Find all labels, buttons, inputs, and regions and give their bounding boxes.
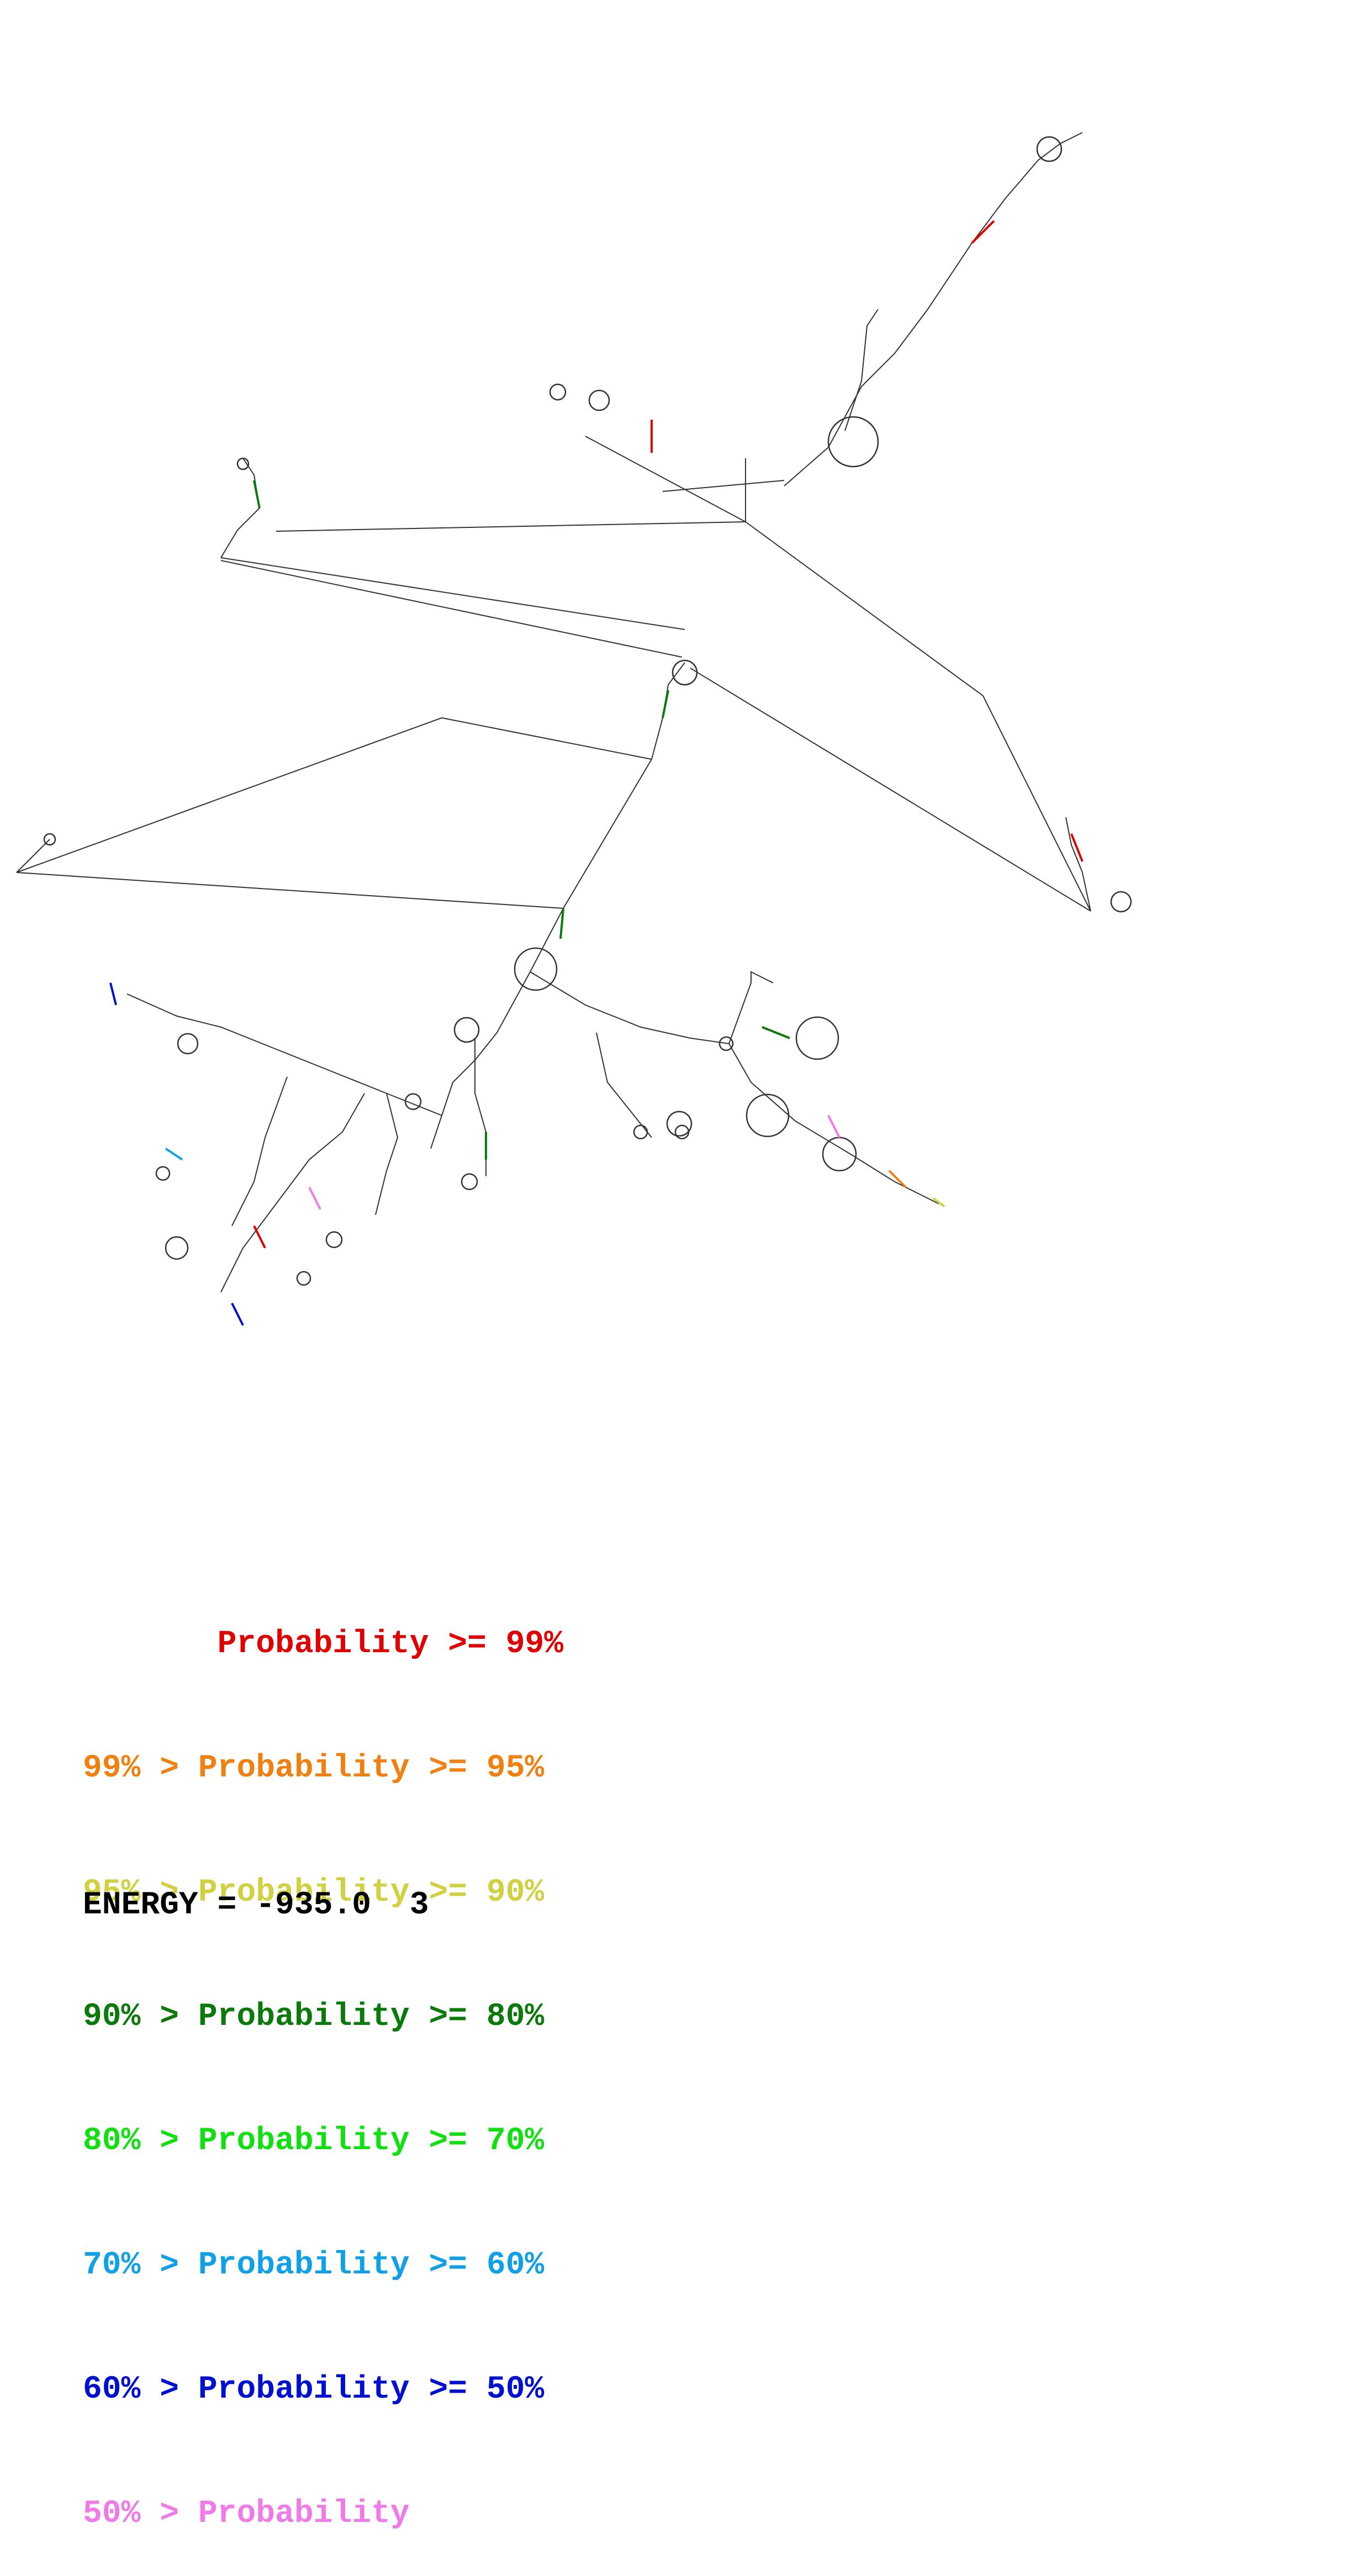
backbone-link — [16, 717, 442, 873]
helix-arm-lower — [231, 1076, 288, 1226]
backbone-link — [441, 717, 652, 760]
hairpin-loop — [404, 1093, 422, 1110]
backbone-link — [220, 560, 683, 658]
stem-high-prob — [888, 1170, 907, 1188]
hairpin-loop — [674, 1124, 690, 1140]
stem-low-prob — [308, 1187, 321, 1210]
helix-arm-lower — [375, 1093, 399, 1215]
legend-row-90: 95% > Probability >= 90% — [83, 1875, 545, 1911]
backbone-link — [16, 872, 564, 909]
stem-mid-prob — [253, 480, 261, 509]
legend-row-50: 60% > Probability >= 50% — [83, 2372, 545, 2408]
helix-arm-lower — [126, 993, 442, 1116]
stem-low-prob — [827, 1115, 841, 1138]
helix-arm-left — [1065, 817, 1091, 912]
hairpin-loop — [296, 1271, 311, 1286]
hairpin-loop — [827, 416, 879, 468]
hairpin-loop — [155, 1166, 171, 1181]
helix-arm-lower — [530, 971, 939, 1204]
hairpin-loop — [633, 1124, 648, 1140]
legend-row-60: 70% > Probability >= 60% — [83, 2247, 545, 2283]
stem-high-prob — [932, 1197, 945, 1208]
energy-label: ENERGY = -935.0 3 — [83, 1887, 429, 1923]
stem-low-prob — [109, 982, 117, 1006]
stem-mid-prob — [662, 690, 669, 718]
hairpin-loop — [514, 947, 558, 991]
helix-arm-left — [220, 458, 261, 558]
hairpin-loop — [325, 1231, 343, 1249]
backbone-link — [563, 759, 652, 909]
legend-row-80: 90% > Probability >= 80% — [83, 1999, 545, 2035]
hairpin-loop — [43, 833, 56, 846]
hairpin-loop — [549, 383, 567, 401]
hairpin-loop — [795, 1016, 839, 1060]
backbone-link — [276, 521, 746, 532]
legend-row-70: 80% > Probability >= 70% — [83, 2123, 545, 2159]
helix-arm-lower — [728, 971, 774, 1044]
hairpin-loop — [453, 1017, 480, 1043]
helix-arm-center — [651, 662, 685, 760]
backbone-link — [662, 480, 785, 492]
hairpin-loop — [718, 1036, 734, 1051]
legend-row-99: Probability >= 99% — [83, 1626, 564, 1662]
helix-arm-lower — [596, 1032, 652, 1138]
stem-mid-prob — [559, 908, 564, 939]
helix-arm-upper — [784, 132, 1083, 486]
hairpin-loop — [165, 1236, 189, 1260]
helix-arm-lower — [430, 908, 564, 1149]
hairpin-loop — [177, 1033, 199, 1055]
backbone-link — [220, 557, 685, 630]
rna-structure-diagram — [16, 132, 1132, 1326]
stem-high-prob — [1070, 833, 1083, 862]
hairpin-loop — [1036, 136, 1063, 162]
stem-high-prob — [971, 220, 995, 244]
stem-low-prob — [165, 1147, 183, 1161]
hairpin-loop — [746, 1093, 790, 1138]
hairpin-loop — [236, 457, 250, 470]
helix-arm-upper — [844, 309, 879, 431]
backbone-link — [690, 668, 1091, 912]
stem-high-prob — [253, 1225, 266, 1249]
stem-low-prob — [231, 1303, 244, 1326]
hairpin-loop — [672, 659, 698, 686]
legend-row-95: 99% > Probability >= 95% — [83, 1750, 545, 1786]
hairpin-loop — [588, 389, 610, 411]
hairpin-loop — [666, 1110, 693, 1137]
hairpin-loop — [461, 1173, 478, 1191]
stem-mid-prob — [762, 1026, 790, 1039]
legend-row-below-50: 50% > Probability — [83, 2496, 410, 2532]
hairpin-loop — [1110, 891, 1132, 913]
probability-legend: Probability >= 99% 99% > Probability >= … — [83, 1541, 563, 2576]
backbone-link — [745, 521, 984, 696]
backbone-link — [585, 436, 746, 522]
helix-arm-left — [16, 839, 50, 873]
backbone-link — [982, 695, 1091, 912]
helix-arm-lower — [220, 1093, 365, 1293]
